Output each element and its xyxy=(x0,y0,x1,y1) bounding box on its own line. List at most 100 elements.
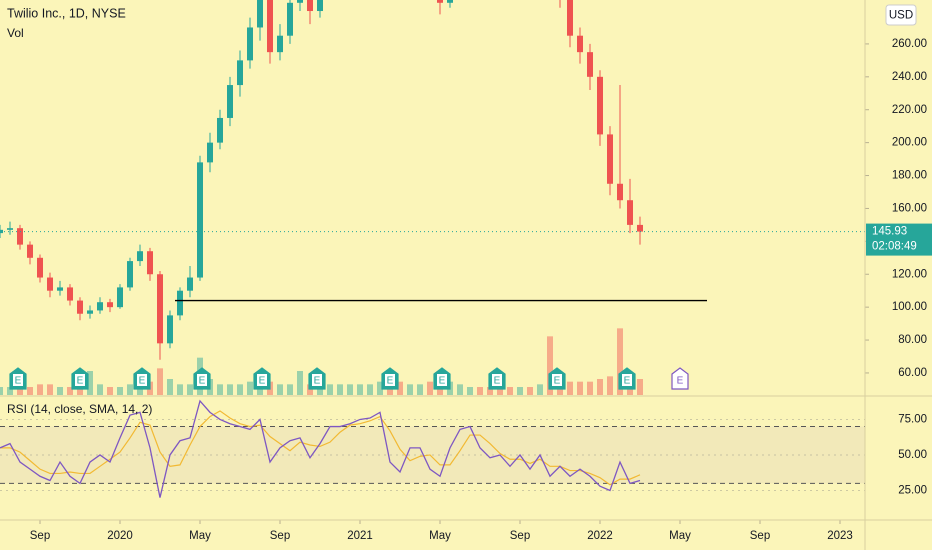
y-tick-label: 240.00 xyxy=(892,71,927,83)
x-tick-label: 2021 xyxy=(347,530,373,542)
currency-badge[interactable] xyxy=(885,4,917,26)
volume-bar xyxy=(247,381,253,395)
candle-body xyxy=(17,228,23,245)
volume-bar xyxy=(527,387,533,395)
volume-bar xyxy=(127,384,133,395)
volume-bar xyxy=(567,381,573,395)
candle-body xyxy=(237,60,243,86)
volume-bar xyxy=(397,381,403,395)
y-tick-label: 60.00 xyxy=(898,367,927,379)
candle-body xyxy=(177,290,183,316)
candle-body xyxy=(617,183,623,201)
earnings-marker-inner xyxy=(385,374,395,386)
volume-bar xyxy=(57,387,63,395)
earnings-label: E xyxy=(677,376,684,387)
x-tick-label: May xyxy=(429,530,451,542)
volume-bar xyxy=(7,387,13,395)
volume-bar xyxy=(107,387,113,395)
rsi-line xyxy=(0,399,641,498)
last-price-label: 145.93 xyxy=(872,226,907,238)
candle-body xyxy=(37,257,43,278)
volume-bar xyxy=(417,384,423,395)
countdown: 02:08:49 xyxy=(872,241,917,253)
candle-body xyxy=(187,277,193,291)
volume-bar xyxy=(537,384,543,395)
candle-body xyxy=(0,229,3,234)
x-tick-label: 2023 xyxy=(827,530,853,542)
volume-bar xyxy=(157,368,163,395)
x-tick-label: Sep xyxy=(510,530,530,542)
candle-body xyxy=(597,76,603,135)
earnings-label: E xyxy=(139,376,146,387)
volume-bar xyxy=(117,387,123,395)
earnings-marker-inner xyxy=(492,374,502,386)
volume-bar xyxy=(597,379,603,395)
earnings-marker-inner xyxy=(257,374,267,386)
x-tick-label: 2020 xyxy=(107,530,133,542)
y-tick-label: 120.00 xyxy=(892,268,927,280)
candle-body xyxy=(27,244,33,258)
earnings-label: E xyxy=(554,376,561,387)
candle-body xyxy=(167,315,173,344)
candle-body xyxy=(107,302,113,308)
volume-bar xyxy=(67,387,73,395)
volume-bar xyxy=(457,384,463,395)
x-tick-label: 2022 xyxy=(587,530,613,542)
candle-body xyxy=(587,52,593,77)
currency[interactable]: USD xyxy=(889,10,913,22)
chart-title: Twilio Inc., 1D, NYSE xyxy=(7,6,126,20)
volume-bar xyxy=(0,387,3,395)
volume-bar xyxy=(427,381,433,395)
candle-body xyxy=(207,142,213,163)
x-tick-label: Sep xyxy=(270,530,290,542)
volume-bar xyxy=(377,381,383,395)
volume-bar xyxy=(87,371,93,395)
candle-body xyxy=(227,85,233,118)
candle-body xyxy=(67,287,73,301)
earnings-label: E xyxy=(199,376,206,387)
earnings-label: E xyxy=(494,376,501,387)
candle-body xyxy=(577,35,583,53)
last-price-box xyxy=(866,223,932,256)
rsi-tick-label: 25.00 xyxy=(898,484,927,496)
volume-bar xyxy=(167,379,173,395)
x-tick-label: May xyxy=(669,530,691,542)
volume-bar xyxy=(367,384,373,395)
y-tick-label: 80.00 xyxy=(898,334,927,346)
volume-bar xyxy=(357,384,363,395)
rsi-sma-line xyxy=(0,410,641,486)
volume-bar xyxy=(237,384,243,395)
earnings-marker-inner xyxy=(622,374,632,386)
volume-bar xyxy=(77,384,83,395)
volume-bar xyxy=(137,387,143,395)
earnings-marker-inner xyxy=(312,374,322,386)
volume-bar xyxy=(297,371,303,395)
volume-bar xyxy=(97,384,103,395)
candle-body xyxy=(57,287,63,291)
earnings-marker-inner xyxy=(13,374,23,386)
volume-bar xyxy=(177,384,183,395)
earnings-marker-inner xyxy=(552,374,562,386)
y-tick-label: 220.00 xyxy=(892,104,927,116)
candle-body xyxy=(447,0,453,3)
candle-body xyxy=(277,35,283,53)
volume-bar xyxy=(337,384,343,395)
earnings-marker-inner xyxy=(75,374,85,386)
candle-body xyxy=(127,261,133,288)
candle-body xyxy=(97,302,103,311)
volume-bar xyxy=(507,387,513,395)
volume-bar xyxy=(477,387,483,395)
y-tick-label: 160.00 xyxy=(892,202,927,214)
volume-bar xyxy=(407,384,413,395)
volume-bar xyxy=(327,384,333,395)
candle-body xyxy=(87,310,93,314)
y-tick-label: 260.00 xyxy=(892,38,927,50)
volume-bar xyxy=(467,387,473,395)
candle-body xyxy=(297,0,303,3)
candle-body xyxy=(267,0,273,53)
volume-bar xyxy=(227,384,233,395)
volume-bar xyxy=(27,387,33,395)
earnings-marker xyxy=(671,367,689,390)
earnings-label: E xyxy=(259,376,266,387)
